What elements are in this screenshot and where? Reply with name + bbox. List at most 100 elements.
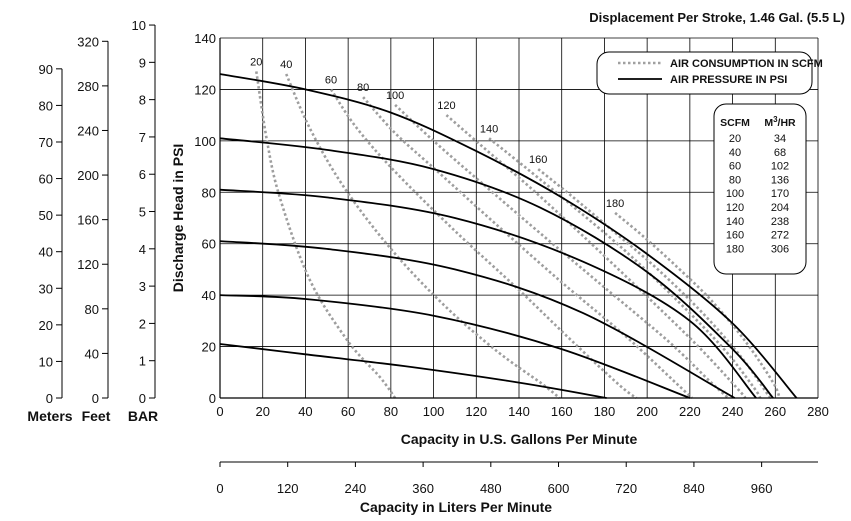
- unit-tick-label: 40: [39, 245, 53, 260]
- liters-tick-label: 480: [480, 481, 502, 496]
- unit-axis-title: BAR: [128, 408, 158, 424]
- unit-conversion-axes: 012345678910BAR04080120160200240280320Fe…: [27, 18, 158, 424]
- liters-tick-label: 0: [216, 481, 223, 496]
- x-tick-label: 240: [722, 404, 744, 419]
- unit-tick-label: 320: [77, 34, 99, 49]
- x-tick-label: 20: [255, 404, 269, 419]
- legend-label: AIR CONSUMPTION IN SCFM: [670, 58, 823, 70]
- unit-tick-label: 90: [39, 62, 53, 77]
- table-box: [713, 103, 807, 275]
- unit-axis-title: Meters: [27, 408, 72, 424]
- air-consumption-line-20: [255, 71, 397, 399]
- unit-tick-label: 160: [77, 213, 99, 228]
- table-cell-m3hr: 68: [774, 147, 786, 159]
- x-tick-label: 40: [298, 404, 312, 419]
- unit-tick-label: 7: [139, 130, 146, 145]
- unit-tick-label: 120: [77, 257, 99, 272]
- air-consumption-line-120: [445, 114, 747, 399]
- air-consumption-label-160: 160: [529, 154, 547, 166]
- table-cell-m3hr: 102: [771, 161, 789, 173]
- unit-tick-label: 9: [139, 55, 146, 70]
- unit-tick-label: 200: [77, 168, 99, 183]
- y-tick-label: 80: [202, 185, 216, 200]
- table-cell-scfm: 20: [729, 133, 741, 145]
- unit-tick-label: 0: [92, 391, 99, 406]
- air-consumption-label-40: 40: [280, 59, 292, 71]
- air-consumption-line-180: [614, 211, 781, 399]
- unit-tick-label: 60: [39, 172, 53, 187]
- x-tick-label: 180: [594, 404, 616, 419]
- unit-tick-label: 3: [139, 279, 146, 294]
- table-header: M3/HR: [764, 115, 796, 129]
- table-cell-scfm: 80: [729, 174, 741, 186]
- liters-tick-label: 960: [751, 481, 773, 496]
- liters-tick-label: 120: [277, 481, 299, 496]
- pressure-line-120: [219, 73, 798, 399]
- unit-tick-label: 40: [85, 346, 99, 361]
- unit-tick-label: 1: [139, 354, 146, 369]
- air-consumption-label-180: 180: [606, 198, 624, 210]
- unit-axis-title: Feet: [82, 408, 111, 424]
- unit-tick-label: 5: [139, 205, 146, 220]
- air-consumption-label-20: 20: [250, 56, 262, 68]
- x-tick-label: 260: [764, 404, 786, 419]
- table-header: SCFM: [720, 117, 750, 129]
- x-tick-label: 60: [341, 404, 355, 419]
- unit-tick-label: 8: [139, 93, 146, 108]
- x-tick-label: 100: [423, 404, 445, 419]
- liters-tick-label: 720: [615, 481, 637, 496]
- table-cell-scfm: 40: [729, 147, 741, 159]
- air-consumption-line-80: [362, 96, 693, 399]
- legend: AIR CONSUMPTION IN SCFM AIR PRESSURE IN P…: [596, 51, 823, 95]
- legend-box: [596, 51, 813, 95]
- table-cell-m3hr: 306: [771, 243, 789, 255]
- unit-tick-label: 280: [77, 79, 99, 94]
- unit-tick-label: 30: [39, 281, 53, 296]
- table-cell-m3hr: 34: [774, 133, 786, 145]
- table-cell-m3hr: 170: [771, 188, 789, 200]
- table-cell-scfm: 60: [729, 161, 741, 173]
- table-cell-m3hr: 136: [771, 174, 789, 186]
- scfm-conversion-table: SCFM M3/HR 20 34 40 68 60 102 80 136 100 170 120 204 1…: [713, 103, 807, 275]
- pressure-line-60: [219, 240, 736, 399]
- air-consumption-line-160: [537, 168, 773, 400]
- pressure-line-20: [219, 343, 607, 399]
- x-tick-label: 200: [636, 404, 658, 419]
- y-tick-label: 140: [194, 31, 216, 46]
- table-cell-scfm: 160: [726, 230, 744, 242]
- y-axis-title: Discharge Head in PSI: [170, 144, 186, 293]
- x-tick-label: 80: [384, 404, 398, 419]
- unit-tick-label: 20: [39, 318, 53, 333]
- unit-tick-label: 2: [139, 316, 146, 331]
- x-tick-label: 120: [465, 404, 487, 419]
- unit-tick-label: 80: [39, 98, 53, 113]
- unit-tick-label: 70: [39, 135, 53, 150]
- liters-tick-label: 600: [548, 481, 570, 496]
- x-tick-label: 280: [807, 404, 829, 419]
- table-cell-scfm: 120: [726, 202, 744, 214]
- liters-tick-label: 360: [412, 481, 434, 496]
- unit-tick-label: 6: [139, 167, 146, 182]
- air-consumption-line-60: [330, 88, 638, 400]
- air-pressure-series: [219, 73, 798, 399]
- axes: 0 20 40 60 80 100 120 140 160 180 200 220 240 260 2800…: [170, 31, 829, 515]
- liters-tick-label: 240: [345, 481, 367, 496]
- x-tick-label: 0: [216, 404, 223, 419]
- unit-tick-label: 10: [132, 18, 146, 33]
- legend-label: AIR PRESSURE IN PSI: [670, 74, 787, 86]
- pressure-line-80: [219, 188, 757, 399]
- air-consumption-label-140: 140: [480, 123, 498, 135]
- chart-title: Displacement Per Stroke, 1.46 Gal. (5.5 …: [589, 10, 845, 25]
- unit-tick-label: 0: [139, 391, 146, 406]
- table-cell-m3hr: 238: [771, 216, 789, 228]
- y-tick-label: 120: [194, 82, 216, 97]
- unit-tick-label: 0: [46, 391, 53, 406]
- air-consumption-label-120: 120: [437, 100, 455, 112]
- unit-tick-label: 80: [85, 302, 99, 317]
- y-tick-label: 0: [209, 391, 216, 406]
- y-tick-label: 40: [202, 288, 216, 303]
- liters-tick-label: 840: [683, 481, 705, 496]
- x-tick-label: 160: [551, 404, 573, 419]
- unit-tick-label: 10: [39, 354, 53, 369]
